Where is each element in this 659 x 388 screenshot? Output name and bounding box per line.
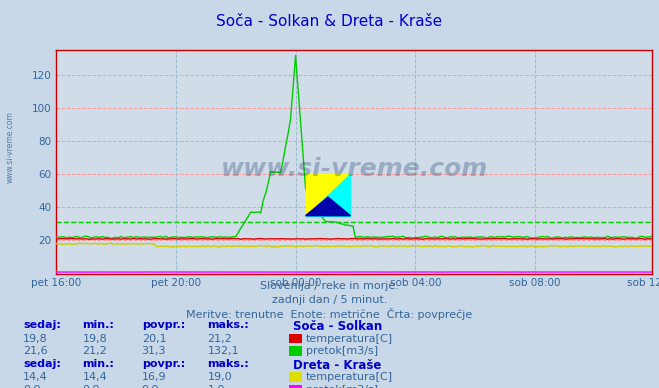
Text: maks.:: maks.: — [208, 320, 249, 330]
Text: 0,9: 0,9 — [142, 385, 159, 388]
Text: Soča - Solkan & Dreta - Kraše: Soča - Solkan & Dreta - Kraše — [216, 14, 443, 29]
Text: 19,8: 19,8 — [23, 334, 48, 344]
Text: 16,9: 16,9 — [142, 372, 166, 383]
Text: min.:: min.: — [82, 359, 114, 369]
Text: Slovenija / reke in morje.: Slovenija / reke in morje. — [260, 281, 399, 291]
Text: 20,1: 20,1 — [142, 334, 166, 344]
Text: zadnji dan / 5 minut.: zadnji dan / 5 minut. — [272, 295, 387, 305]
Text: maks.:: maks.: — [208, 359, 249, 369]
Text: temperatura[C]: temperatura[C] — [306, 334, 393, 344]
Text: www.si-vreme.com: www.si-vreme.com — [5, 111, 14, 184]
Text: min.:: min.: — [82, 320, 114, 330]
Text: www.si-vreme.com: www.si-vreme.com — [221, 157, 488, 181]
Text: 0,9: 0,9 — [23, 385, 41, 388]
Text: 14,4: 14,4 — [82, 372, 107, 383]
Text: pretok[m3/s]: pretok[m3/s] — [306, 346, 378, 356]
Text: Soča - Solkan: Soča - Solkan — [293, 320, 382, 333]
Text: 132,1: 132,1 — [208, 346, 239, 356]
Polygon shape — [306, 174, 351, 216]
Text: povpr.:: povpr.: — [142, 320, 185, 330]
Polygon shape — [306, 174, 351, 216]
Text: sedaj:: sedaj: — [23, 359, 61, 369]
Polygon shape — [306, 197, 351, 216]
Text: Meritve: trenutne  Enote: metrične  Črta: povprečje: Meritve: trenutne Enote: metrične Črta: … — [186, 308, 473, 320]
Text: 21,2: 21,2 — [208, 334, 233, 344]
Text: 0,9: 0,9 — [82, 385, 100, 388]
Text: 19,0: 19,0 — [208, 372, 232, 383]
Text: 19,8: 19,8 — [82, 334, 107, 344]
Text: sedaj:: sedaj: — [23, 320, 61, 330]
Text: 21,6: 21,6 — [23, 346, 47, 356]
Text: 14,4: 14,4 — [23, 372, 48, 383]
Text: temperatura[C]: temperatura[C] — [306, 372, 393, 383]
Text: 21,2: 21,2 — [82, 346, 107, 356]
Text: 1,0: 1,0 — [208, 385, 225, 388]
Text: pretok[m3/s]: pretok[m3/s] — [306, 385, 378, 388]
Text: 31,3: 31,3 — [142, 346, 166, 356]
Text: Dreta - Kraše: Dreta - Kraše — [293, 359, 382, 372]
Text: povpr.:: povpr.: — [142, 359, 185, 369]
